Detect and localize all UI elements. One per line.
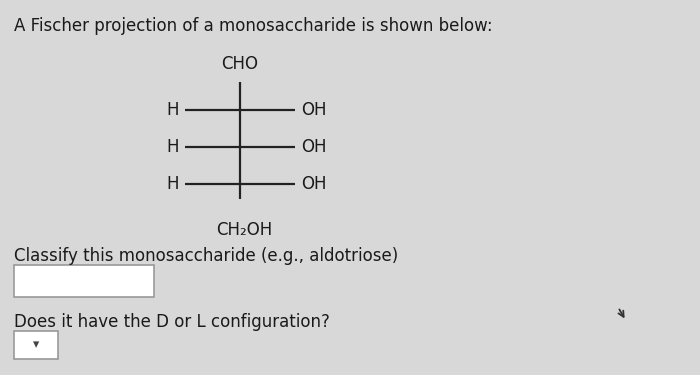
Text: H: H (167, 175, 179, 193)
Text: OH: OH (301, 175, 326, 193)
FancyBboxPatch shape (14, 331, 58, 359)
Text: A Fischer projection of a monosaccharide is shown below:: A Fischer projection of a monosaccharide… (14, 17, 493, 35)
Text: OH: OH (301, 101, 326, 119)
Text: H: H (167, 101, 179, 119)
Text: Does it have the D or L configuration?: Does it have the D or L configuration? (14, 313, 330, 331)
Text: CHO: CHO (221, 55, 258, 73)
Text: ▾: ▾ (33, 339, 39, 351)
FancyBboxPatch shape (14, 265, 154, 297)
Text: OH: OH (301, 138, 326, 156)
Text: CH₂OH: CH₂OH (216, 221, 272, 239)
Text: Classify this monosaccharide (e.g., aldotriose): Classify this monosaccharide (e.g., aldo… (14, 247, 398, 265)
Text: H: H (167, 138, 179, 156)
